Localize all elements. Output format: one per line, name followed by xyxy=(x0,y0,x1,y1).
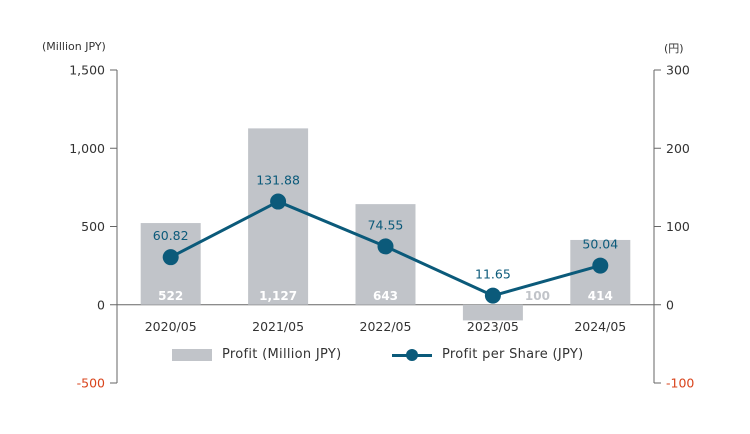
x-tick-label: 2024/05 xyxy=(574,319,626,334)
eps-data-label: 60.82 xyxy=(153,228,189,243)
eps-point xyxy=(484,287,501,304)
axes-group: 1,500 1,000 500 0 -500 300 200 100 0 -100 2020/05 2… xyxy=(69,63,694,391)
legend-label-eps: Profit per Share (JPY) xyxy=(442,347,584,362)
profit-bar xyxy=(462,304,523,321)
eps-point xyxy=(270,193,287,210)
left-axis-unit: (Million JPY) xyxy=(42,40,106,53)
right-tick-label: 200 xyxy=(666,141,690,156)
profit-bar-label: 643 xyxy=(373,289,398,303)
eps-data-label: 74.55 xyxy=(368,217,404,232)
profit-bar xyxy=(248,128,309,305)
eps-point xyxy=(162,249,179,266)
profit-bar-label: 522 xyxy=(158,289,183,303)
profit-bar-label: 1,127 xyxy=(259,289,297,303)
eps-data-label: 131.88 xyxy=(256,173,300,188)
right-tick-label: 0 xyxy=(666,297,674,312)
eps-point xyxy=(592,257,609,274)
eps-point xyxy=(377,238,394,255)
left-tick-label: 1,500 xyxy=(69,63,105,78)
right-axis-unit: (円) xyxy=(664,42,684,55)
left-tick-label: 1,000 xyxy=(69,141,105,156)
legend-line-swatch xyxy=(392,348,432,361)
left-tick-label: 0 xyxy=(97,297,105,312)
left-tick-label: -500 xyxy=(77,376,105,391)
bars-group xyxy=(140,128,631,321)
legend-item-profit: Profit (Million JPY) xyxy=(172,347,342,362)
labels-group: 522 1,127 643 100 414 60.82 131.88 74.55 11.65 50… xyxy=(153,173,618,303)
eps-data-label: 11.65 xyxy=(475,267,511,282)
x-tick-label: 2021/05 xyxy=(252,319,304,334)
eps-data-label: 50.04 xyxy=(582,237,618,252)
line-group xyxy=(162,193,609,304)
right-tick-label: 300 xyxy=(666,63,690,78)
x-tick-label: 2020/05 xyxy=(145,319,197,334)
legend-item-eps: Profit per Share (JPY) xyxy=(392,347,584,362)
x-tick-label: 2022/05 xyxy=(360,319,412,334)
profit-bar-label: 414 xyxy=(588,289,613,303)
legend-bar-swatch xyxy=(172,348,212,361)
x-tick-label: 2023/05 xyxy=(467,319,519,334)
right-tick-label: -100 xyxy=(666,376,694,391)
legend-label-profit: Profit (Million JPY) xyxy=(222,347,342,362)
left-tick-label: 500 xyxy=(81,219,105,234)
right-tick-label: 100 xyxy=(666,219,690,234)
profit-bar-label: 100 xyxy=(525,289,550,303)
